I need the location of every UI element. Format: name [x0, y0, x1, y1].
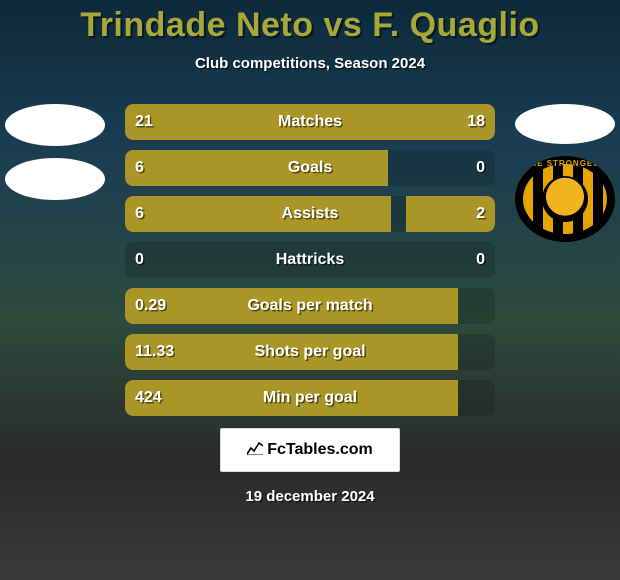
stat-value-left: 0: [135, 251, 144, 269]
stat-value-right: 0: [476, 159, 485, 177]
brand-badge: FcTables.com: [220, 428, 400, 472]
page-title: Trindade Neto vs F. Quaglio: [0, 6, 620, 45]
stat-row: 0Hattricks0: [125, 242, 495, 278]
date-text: 19 december 2024: [0, 488, 620, 505]
stat-row: 6Assists2: [125, 196, 495, 232]
player-right-avatar: [515, 104, 615, 144]
club-badge-text: THE STRONGEST: [515, 159, 615, 168]
comparison-area: THE STRONGEST 21Matches18 6Goals0 6Assists…: [0, 104, 620, 414]
stat-fill-left: [125, 196, 391, 232]
subtitle: Club competitions, Season 2024: [0, 55, 620, 72]
stat-fill-right: [325, 104, 495, 140]
stat-row: 424Min per goal: [125, 380, 495, 416]
stat-fill-left: [125, 288, 458, 324]
stat-value-right: 0: [476, 251, 485, 269]
brand-text: FcTables.com: [267, 441, 373, 458]
stat-row: 21Matches18: [125, 104, 495, 140]
player-left-column: [0, 104, 110, 212]
stat-row: 0.29Goals per match: [125, 288, 495, 324]
stat-fill-left: [125, 334, 458, 370]
stat-fill-left: [125, 380, 458, 416]
stat-bars: 21Matches186Goals06Assists20Hattricks00.…: [125, 104, 495, 416]
player-left-avatar: [5, 104, 105, 146]
stat-row: 11.33Shots per goal: [125, 334, 495, 370]
stat-fill-right: [406, 196, 495, 232]
stat-row: 6Goals0: [125, 150, 495, 186]
player-right-club-badge: THE STRONGEST: [515, 156, 615, 242]
stat-label: Hattricks: [125, 251, 495, 269]
player-right-column: THE STRONGEST: [510, 104, 620, 242]
stat-fill-left: [125, 150, 388, 186]
chart-icon: [247, 441, 263, 458]
player-left-club: [5, 158, 105, 200]
stat-fill-left: [125, 104, 325, 140]
